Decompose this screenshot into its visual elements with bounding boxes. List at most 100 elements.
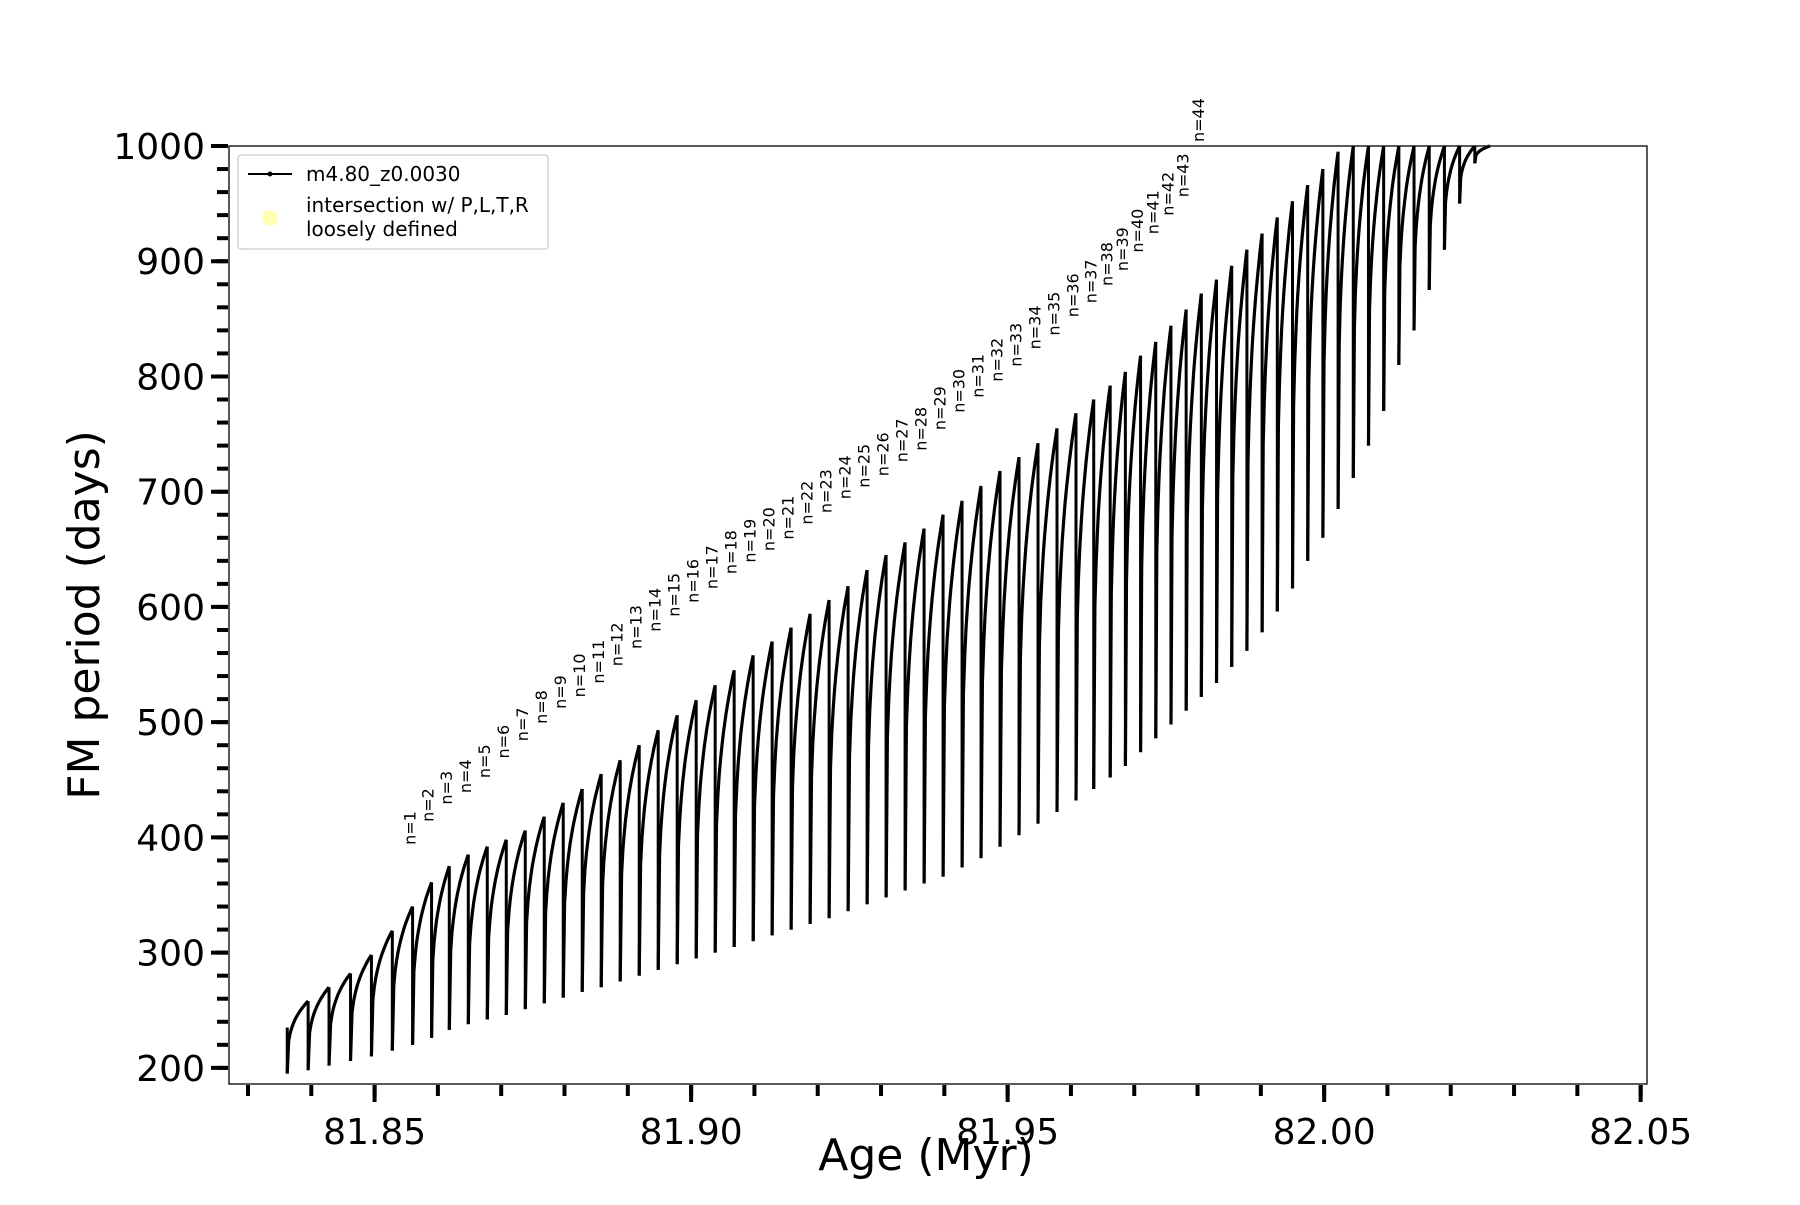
annotation-label: n=33 [1007,323,1026,367]
series-cycle [1427,145,1446,291]
series-cycle [447,854,470,1030]
series-cycle [846,569,869,912]
series-cycle [1473,144,1491,164]
series-layer [285,144,1491,1074]
legend-label-intersection: loosely defined [306,217,458,241]
series-cycle [979,470,1002,859]
series-cycle [1184,293,1203,711]
legend-label-series: m4.80_z0.0030 [306,162,461,186]
x-tick-label: 81.95 [956,1112,1059,1153]
y-tick-label: 500 [136,703,205,744]
series-cycle [732,654,755,947]
legend-marker-swatch [267,171,273,177]
x-tick-label: 81.90 [640,1112,743,1153]
annotation-label: n=18 [722,530,741,574]
series-cycle [1260,217,1279,633]
series-cycle [998,456,1021,847]
annotation-label: n=37 [1081,259,1100,303]
legend: m4.80_z0.0030 intersection w/ P,L,T,Rloos… [237,154,549,250]
x-axis-ticks: 81.85 81.90 81.95 82.00 82.05 [245,1085,1692,1153]
series-cycle [789,613,812,930]
series-cycle [1290,185,1310,589]
series-cycle [1306,168,1325,561]
series-cycle [827,585,850,919]
annotation-layer: n=1n=2n=3 n=4 n=5n=6n=7n=8 n=9 n=10 n=11 n=12 n… [401,98,1208,845]
series-cycle [1442,145,1462,250]
annotation-label: n=22 [798,481,817,525]
annotation-label: n=3 [437,771,456,805]
annotation-label: n=39 [1113,227,1132,271]
series-cycle [1245,233,1264,651]
series-cycle [884,542,907,898]
y-tick-label: 400 [136,818,205,859]
annotation-label: n=25 [855,444,874,488]
series-cycle [941,500,964,877]
series-cycle [922,514,945,884]
series-cycle [561,788,584,998]
series-cycle [751,641,774,942]
series-cycle [1169,309,1188,725]
annotation-label: n=31 [969,354,988,398]
series-cycle [1123,355,1143,767]
annotation-label: n=19 [741,519,760,563]
series-cycle [348,954,373,1062]
annotation-label: n=7 [513,707,532,741]
y-axis-ticks: 200 300 400 500 600 700 800 900 1000 [113,127,228,1090]
series-cycle [1108,371,1127,778]
series-cycle [430,865,451,1038]
annotation-label: n=2 [419,788,438,822]
series-cycle [390,905,415,1051]
annotation-label: n=27 [893,418,912,462]
series-cycle [1382,145,1401,412]
y-tick-label: 800 [136,357,205,398]
y-tick-label: 900 [136,242,205,283]
series-cycle [1230,249,1249,667]
series-cycle [599,759,622,988]
annotation-label: n=23 [817,469,836,513]
annotation-label: n=35 [1045,292,1064,336]
annotation-label: n=20 [760,507,779,551]
annotation-label: n=16 [684,559,703,603]
series-cycle [1366,145,1386,446]
y-axis-label: FM period (days) [59,430,110,800]
series-cycle [1397,145,1416,365]
annotation-label: n=1 [401,811,420,845]
series-cycle [656,714,679,970]
series-cycle [618,744,641,982]
series-cycle [580,773,603,992]
annotation-label: n=14 [646,588,665,632]
annotation-label: n=12 [608,622,627,666]
series-cycle [1412,145,1431,331]
series-cycle [1199,279,1219,697]
series-cycle [1139,341,1158,753]
series-cycle [1017,443,1040,836]
series-cycle [1351,145,1371,478]
annotation-label: n=8 [532,690,551,724]
annotation-label: n=15 [665,573,684,617]
annotation-label: n=41 [1143,190,1162,234]
series-cycle [411,881,434,1045]
series-cycle [1055,413,1078,813]
annotation-label: n=10 [570,653,589,697]
legend-box [237,154,549,250]
y-tick-label: 200 [136,1049,205,1090]
y-tick-label: 300 [136,934,205,975]
series-cycle [1036,428,1059,824]
annotation-label: n=28 [912,407,931,451]
series-cycle [542,802,565,1004]
series-cycle [713,669,736,953]
annotation-label: n=11 [589,640,608,684]
y-tick-label: 1000 [113,127,205,168]
annotation-label: n=38 [1098,242,1117,286]
annotation-label: n=30 [950,369,969,413]
series-cycle [637,729,660,976]
annotation-label: n=36 [1064,273,1083,317]
legend-intersection-swatch [262,210,278,226]
series-cycle [466,846,489,1025]
series-cycle [675,699,698,965]
series-cycle [1458,144,1477,204]
x-tick-label: 81.85 [323,1112,426,1153]
series-cycle [327,972,352,1066]
annotation-label: n=34 [1026,305,1045,349]
series-cycle [1275,201,1295,612]
